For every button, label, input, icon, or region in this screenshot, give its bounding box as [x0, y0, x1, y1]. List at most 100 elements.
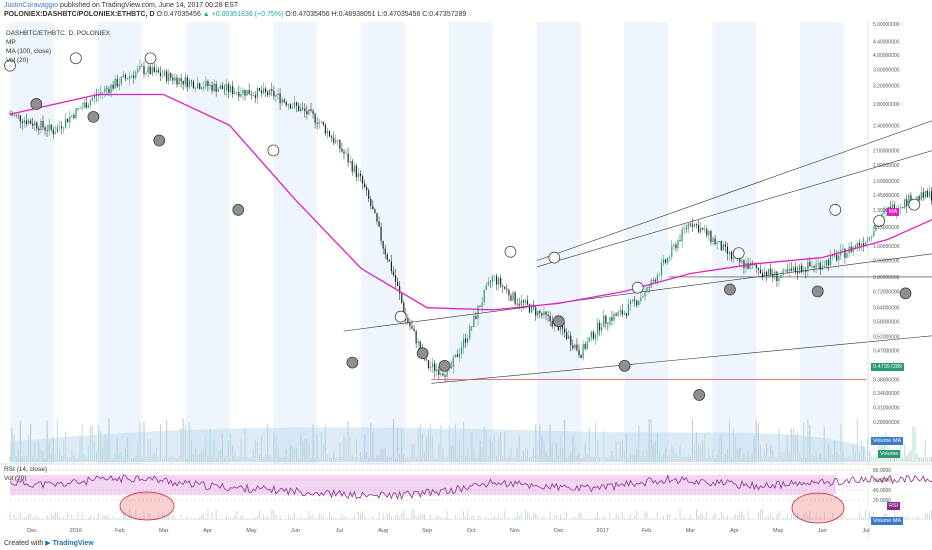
rsi-volume-bar [772, 517, 774, 520]
rsi-volume-bar [745, 518, 747, 520]
chart-area[interactable]: 5.00000000 4.40000000 4.00000000 3.60000000… [0, 22, 932, 537]
rsi-volume-bar [858, 511, 860, 520]
ma-tag: MA [887, 208, 900, 216]
author-link[interactable]: JustinCoravaggio [4, 2, 59, 9]
rsi-volume-bar [329, 511, 331, 520]
tradingview-brand[interactable]: TradingView [52, 540, 94, 547]
candle-body [469, 326, 471, 339]
rsi-volume-bar [496, 518, 498, 520]
candle-body [13, 114, 15, 116]
candle-body [778, 278, 780, 281]
candle-body [854, 246, 856, 248]
candle-body [366, 187, 368, 191]
x-tick-label: 2017 [597, 528, 609, 534]
rsi-volume-bar [856, 518, 858, 520]
rsi-volume-bar [815, 515, 817, 520]
rsi-volume-bar [518, 516, 520, 520]
candle-body [122, 74, 124, 77]
candle-body [355, 165, 357, 177]
candle-body [341, 148, 343, 152]
candle-body [388, 259, 390, 262]
candle-body [172, 77, 174, 81]
candle-body [203, 86, 205, 89]
swing-low-circle [811, 285, 824, 298]
volume-bar [877, 446, 879, 462]
rsi-volume-bar [852, 518, 854, 520]
rsi-volume-bar [209, 518, 211, 520]
rsi-volume-bar [71, 514, 73, 520]
rsi-volume-bar [28, 513, 30, 520]
candle-body [916, 196, 918, 201]
rsi-volume-bar [755, 519, 757, 520]
rsi-volume-bar [419, 514, 421, 520]
x-tick-label: 2016 [70, 528, 82, 534]
rsi-tick-label: 40.0000 [873, 488, 891, 494]
candle-body [415, 331, 417, 344]
rsi-volume-bar [174, 518, 176, 520]
rsi-volume-bar [32, 518, 34, 520]
candle-body [147, 66, 149, 73]
candle-body [714, 238, 716, 244]
rsi-volume-bar [275, 514, 277, 520]
candle-body [700, 228, 702, 233]
candle-body [38, 128, 40, 131]
candle-body [458, 353, 461, 357]
rsi-volume-bar [164, 514, 166, 520]
candle-body [333, 138, 335, 143]
rsi-volume-bar [908, 517, 910, 520]
candle-body [836, 254, 838, 261]
rsi-volume-bar [774, 518, 776, 520]
candle-body [658, 274, 661, 276]
rsi-volume-bar [904, 517, 906, 520]
rsi-volume-bar [627, 518, 629, 520]
candle-body [856, 242, 858, 248]
rsi-volume-bar [215, 509, 217, 520]
rsi-volume-bar [285, 518, 287, 520]
y-tick-label: 1.45000000 [873, 193, 900, 199]
candle-body [308, 109, 310, 115]
rsi-volume-bar [48, 518, 50, 520]
rsi-volume-bar [294, 513, 296, 520]
rsi-volume-bar [339, 518, 341, 520]
candle-body [444, 375, 446, 377]
rsi-volume-bar [40, 518, 42, 520]
rsi-volume-bar [801, 516, 803, 520]
rsi-volume-bar [844, 518, 846, 520]
rsi-volume-bar [112, 515, 114, 520]
candle-body [240, 94, 242, 97]
candle-body [906, 199, 908, 207]
candle-body [510, 295, 512, 301]
rsi-volume-bar [316, 518, 318, 520]
rsi-volume-bar [421, 514, 423, 520]
rsi-volume-bar [54, 511, 56, 520]
candles [9, 59, 932, 382]
rsi-volume-bar [131, 513, 133, 520]
candle-body [720, 241, 722, 251]
volume-bar [928, 457, 931, 462]
candle-body [500, 277, 502, 286]
rsi-volume-bar [700, 512, 702, 520]
tv-logo-icon: ▶ [45, 540, 51, 547]
candle-body [481, 302, 483, 307]
rsi-volume-bar [526, 512, 528, 520]
rsi-volume-bar [481, 518, 483, 520]
volume-bar [902, 457, 904, 462]
trend-line [536, 120, 932, 261]
rsi-volume-bar [308, 510, 310, 520]
candle-body [844, 248, 846, 258]
rsi-oversold-circle-left [119, 491, 175, 521]
candle-body [372, 206, 374, 210]
rsi-volume-bar [541, 516, 543, 520]
rsi-volume-bar [172, 514, 174, 520]
rsi-volume-bar [351, 518, 353, 520]
y-tick-label: 1.60000000 [873, 179, 900, 185]
candle-body [770, 268, 772, 275]
rsi-volume-bar [724, 518, 726, 520]
candle-body [869, 237, 871, 239]
rsi-volume-bar [483, 518, 485, 520]
rsi-volume-bar [718, 518, 720, 520]
rsi-volume-bar [553, 515, 555, 520]
rsi-volume-bar [776, 514, 778, 520]
month-band [536, 22, 581, 464]
rsi-volume-bar [135, 510, 137, 520]
